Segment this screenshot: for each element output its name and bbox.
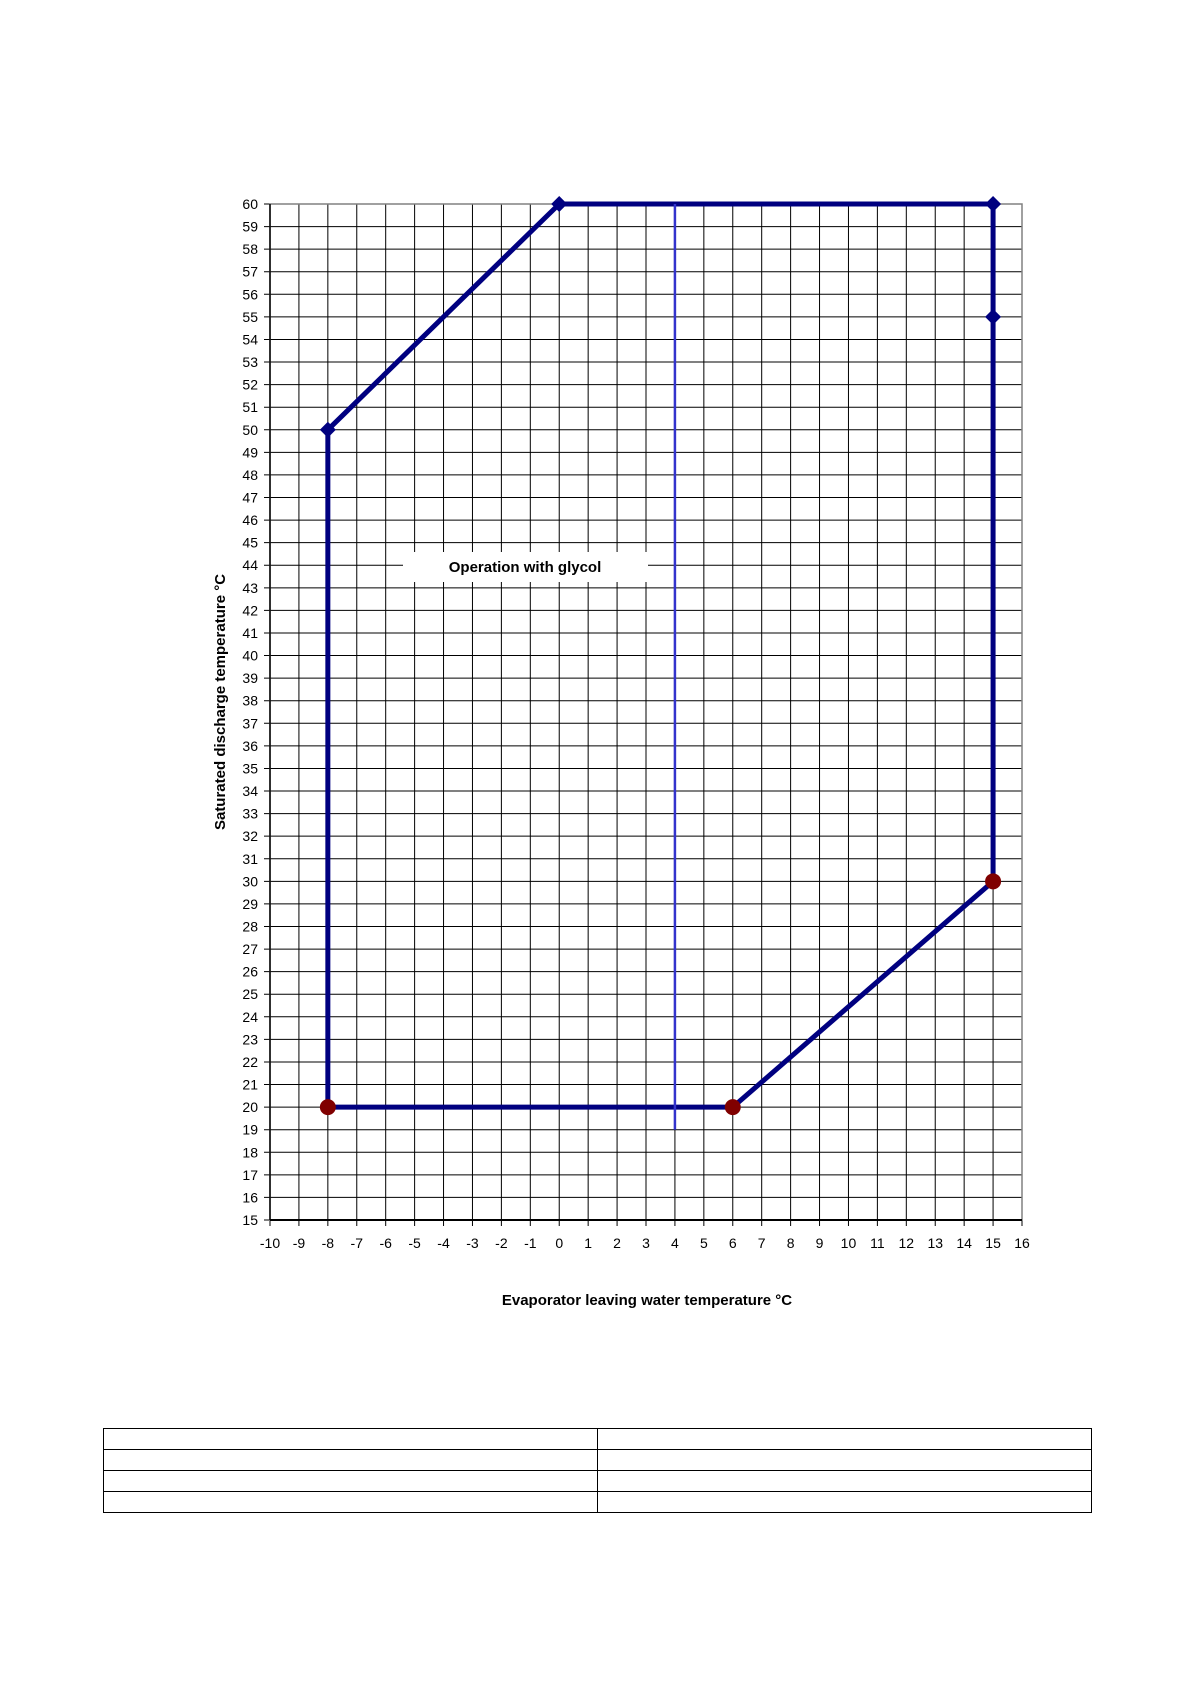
x-tick-label: 7 [758,1235,766,1251]
y-tick-label: 42 [242,602,258,618]
table-row [103,1491,1092,1513]
y-tick-label: 38 [242,693,258,709]
circle-marker [985,873,1002,890]
x-tick-label: -4 [437,1235,450,1251]
y-tick-label: 56 [242,286,258,302]
x-tick-label: -3 [466,1235,479,1251]
x-tick-label: 8 [787,1235,795,1251]
x-tick-label: -8 [322,1235,335,1251]
y-tick-label: 55 [242,309,258,325]
x-tick-label: 11 [870,1235,885,1251]
blank-table [103,1428,1092,1513]
y-tick-label: 40 [242,648,258,664]
y-tick-label: 54 [242,331,258,347]
diamond-marker [319,421,336,438]
x-tick-label: 10 [841,1235,857,1251]
y-axis-title: Saturated discharge temperature °C [212,574,229,830]
y-tick-label: 50 [242,422,258,438]
y-tick-label: 28 [242,918,258,934]
x-tick-label: 6 [729,1235,737,1251]
y-tick-label: 39 [242,670,258,686]
x-tick-label: 16 [1014,1235,1030,1251]
y-tick-label: 35 [242,760,258,776]
x-tick-label: 4 [671,1235,679,1251]
y-tick-label: 52 [242,377,258,393]
y-tick-label: 34 [242,783,258,799]
table-cell [103,1428,598,1450]
diamond-marker [551,196,568,212]
y-tick-label: 43 [242,580,258,596]
y-tick-label: 60 [242,196,258,212]
y-tick-label: 41 [242,625,258,641]
y-tick-label: 31 [242,851,258,867]
x-tick-label: -1 [524,1235,537,1251]
y-tick-label: 53 [242,354,258,370]
diamond-marker [985,308,1002,325]
y-tick-label: 17 [242,1167,258,1183]
x-tick-label: -10 [260,1235,280,1251]
y-tick-label: 29 [242,896,258,912]
y-tick-label: 23 [242,1031,258,1047]
x-tick-label: 9 [816,1235,824,1251]
operating-envelope-chart: -10 -9 -8 -7 -6 -5 -4 -3 -2 -1 0 1 2 3 4 5 6 7 8 9 10 11 12 13 1… [212,196,1030,1309]
annotation-label: Operation with glycol [449,559,602,576]
y-tick-label: 45 [242,535,258,551]
y-tick-label: 19 [242,1122,258,1138]
circle-marker [724,1099,741,1116]
y-tick-label: 20 [242,1099,258,1115]
x-tick-label: -6 [379,1235,392,1251]
y-tick-label: 33 [242,806,258,822]
y-tick-label: 27 [242,941,258,957]
table-cell [597,1428,1092,1450]
circle-marker [319,1099,336,1116]
y-tick-label: 46 [242,512,258,528]
x-tick-label: -2 [495,1235,508,1251]
y-tick-label: 37 [242,715,258,731]
table-cell [103,1449,598,1471]
x-tick-label: 0 [555,1235,563,1251]
x-tick-label: 5 [700,1235,708,1251]
x-axis-title: Evaporator leaving water temperature °C [502,1292,792,1309]
y-tick-label: 18 [242,1144,258,1160]
x-tick-label: -5 [408,1235,421,1251]
table-row [103,1470,1092,1492]
y-tick-label: 58 [242,241,258,257]
y-tick-label: 15 [242,1212,258,1228]
y-tick-label: 30 [242,873,258,889]
diamond-marker [985,196,1002,212]
x-tick-label: 3 [642,1235,650,1251]
y-tick-label: 22 [242,1054,258,1070]
x-tick-label: -9 [293,1235,306,1251]
y-tick-label: 44 [242,557,258,573]
y-tick-label: 51 [242,399,258,415]
table-cell [597,1470,1092,1492]
y-tick-label: 21 [242,1077,258,1093]
y-tick-label: 59 [242,219,258,235]
y-tick-label: 24 [242,1009,258,1025]
y-tick-label: 48 [242,467,258,483]
y-tick-label: 47 [242,490,258,506]
x-tick-label: -7 [351,1235,364,1251]
x-tick-label: 1 [584,1235,592,1251]
y-tick-label: 49 [242,444,258,460]
y-tick-label: 25 [242,986,258,1002]
x-tick-label: 12 [899,1235,915,1251]
x-tick-label: 14 [956,1235,972,1251]
table-cell [103,1470,598,1492]
x-tick-label: 2 [613,1235,621,1251]
y-tick-label: 32 [242,828,258,844]
table-cell [597,1491,1092,1513]
y-tick-label: 16 [242,1189,258,1205]
x-tick-label: 13 [927,1235,943,1251]
annotation-box [403,552,648,582]
x-tick-label: 15 [985,1235,1001,1251]
y-tick-label: 26 [242,964,258,980]
table-cell [103,1491,598,1513]
table-row [103,1449,1092,1471]
table-cell [597,1449,1092,1471]
y-tick-label: 36 [242,738,258,754]
y-tick-label: 57 [242,264,258,280]
table-row [103,1428,1092,1450]
